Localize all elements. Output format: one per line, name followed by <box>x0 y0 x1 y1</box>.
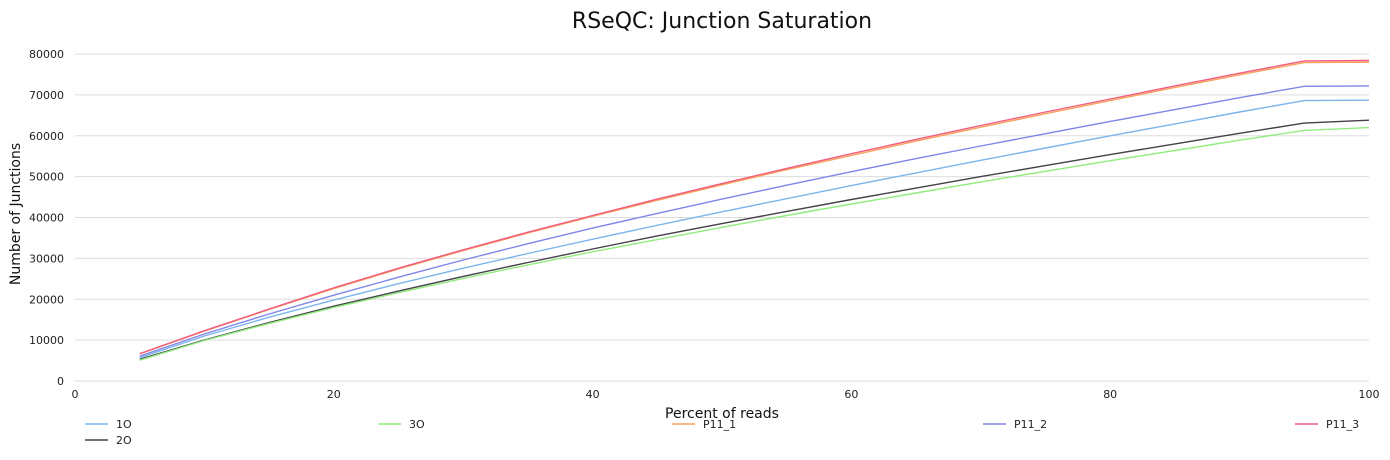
legend-item-p11_1[interactable]: P11_1 <box>672 418 736 431</box>
x-ticks: 0 20 40 60 80 100 <box>72 388 1380 401</box>
legend-label: P11_2 <box>1014 418 1047 431</box>
legend-item-1o[interactable]: 1O <box>85 418 132 431</box>
series-line-2o <box>139 119 1370 360</box>
x-tick-label: 80 <box>1103 388 1117 401</box>
legend-label: P11_1 <box>703 418 736 431</box>
series-lines <box>139 59 1370 361</box>
legend-label: 3O <box>409 418 425 431</box>
series-line-p11_2 <box>139 85 1370 357</box>
x-axis-label: Percent of reads <box>665 406 779 422</box>
x-tick-label: 100 <box>1359 388 1380 401</box>
legend-label: P11_3 <box>1326 418 1359 431</box>
legend-item-3o[interactable]: 3O <box>378 418 425 431</box>
x-tick-label: 60 <box>844 388 858 401</box>
legend-item-p11_2[interactable]: P11_2 <box>983 418 1047 431</box>
y-tick-label: 10000 <box>29 334 64 347</box>
y-tick-label: 50000 <box>29 171 64 184</box>
legend-label: 2O <box>116 434 132 447</box>
y-tick-label: 40000 <box>29 212 64 225</box>
y-ticks: 0 10000 20000 30000 40000 50000 60000 70000 8000… <box>29 48 64 388</box>
x-tick-label: 20 <box>327 388 341 401</box>
series-line-p11_1 <box>139 61 1370 355</box>
legend-item-2o[interactable]: 2O <box>85 434 132 447</box>
legend-item-p11_3[interactable]: P11_3 <box>1295 418 1359 431</box>
y-tick-label: 80000 <box>29 48 64 61</box>
chart-title: RSeQC: Junction Saturation <box>572 9 872 34</box>
x-tick-label: 0 <box>72 388 79 401</box>
series-line-p11_3 <box>139 59 1370 355</box>
series-line-1o <box>139 99 1370 359</box>
series-line-3o <box>139 126 1370 361</box>
y-tick-label: 20000 <box>29 293 64 306</box>
gridlines <box>75 53 1369 382</box>
y-tick-label: 60000 <box>29 130 64 143</box>
legend: 1O 2O 3O P11_1 P11_2 P11_3 <box>85 418 1359 447</box>
y-axis-label: Number of Junctions <box>8 143 24 285</box>
x-tick-label: 40 <box>586 388 600 401</box>
y-tick-label: 70000 <box>29 89 64 102</box>
y-tick-label: 30000 <box>29 252 64 265</box>
y-tick-label: 0 <box>57 375 64 388</box>
legend-label: 1O <box>116 418 132 431</box>
